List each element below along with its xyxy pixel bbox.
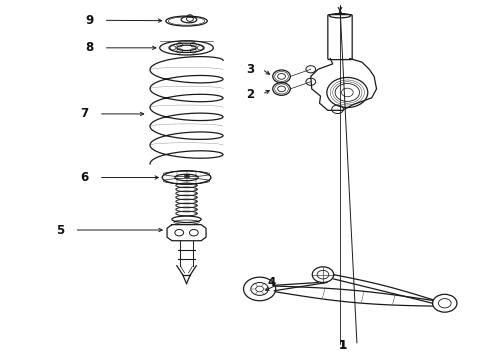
Text: 9: 9: [85, 14, 93, 27]
Text: 6: 6: [80, 171, 88, 184]
Text: 8: 8: [85, 41, 93, 54]
Text: 7: 7: [80, 107, 88, 120]
Text: 3: 3: [246, 63, 254, 76]
Text: 1: 1: [339, 338, 346, 351]
Text: 2: 2: [246, 88, 254, 101]
Text: 4: 4: [268, 276, 276, 289]
Text: 1: 1: [339, 339, 346, 352]
Text: 5: 5: [56, 224, 64, 237]
